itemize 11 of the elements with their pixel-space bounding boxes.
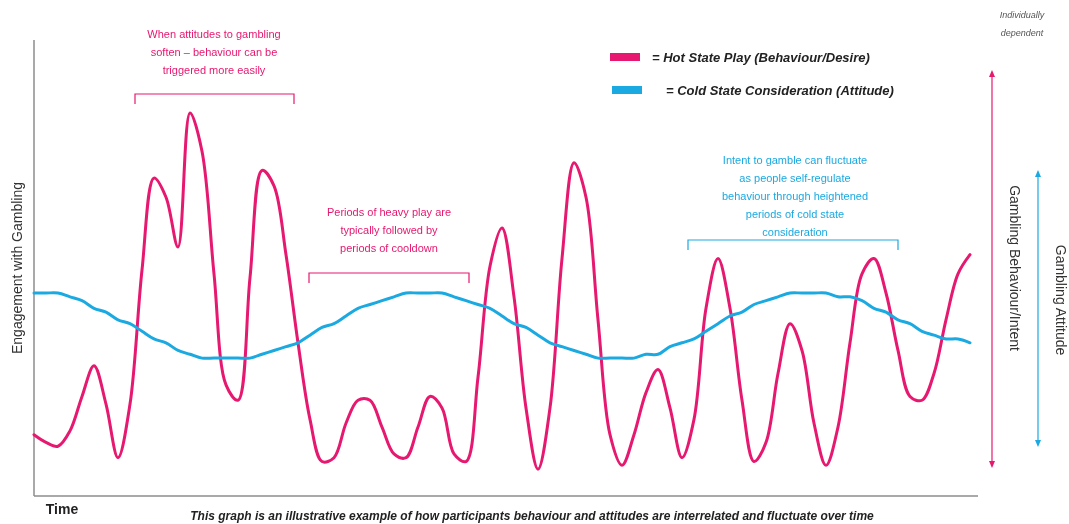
annotation: Intent to gamble can fluctuate as people self-regulate behaviour through heightened periods of cold state consideration bbox=[721, 154, 869, 238]
text: When attitudes to gambling soften – behaviour can be triggered more easily bbox=[147, 28, 281, 76]
y2-axis-title: Gambling Behaviour/Intent bbox=[1007, 185, 1023, 351]
legend-label: = Cold State Consideration (Attitude) bbox=[666, 83, 894, 98]
legend-label: = Hot State Play (Behaviour/Desire) bbox=[652, 50, 870, 65]
annotation: Periods of heavy play are typically followed by periods of cooldown bbox=[326, 206, 452, 254]
y-axis-title: Engagement with Gambling bbox=[9, 182, 25, 354]
text: Individually dependent bbox=[999, 10, 1045, 38]
x-axis-title: Time bbox=[45, 501, 79, 517]
text: Gambling Attitude bbox=[1053, 244, 1069, 356]
text: This graph is an illustrative example of how participants behaviour and attitudes are interrelated and fluctuate over time bbox=[190, 509, 875, 523]
